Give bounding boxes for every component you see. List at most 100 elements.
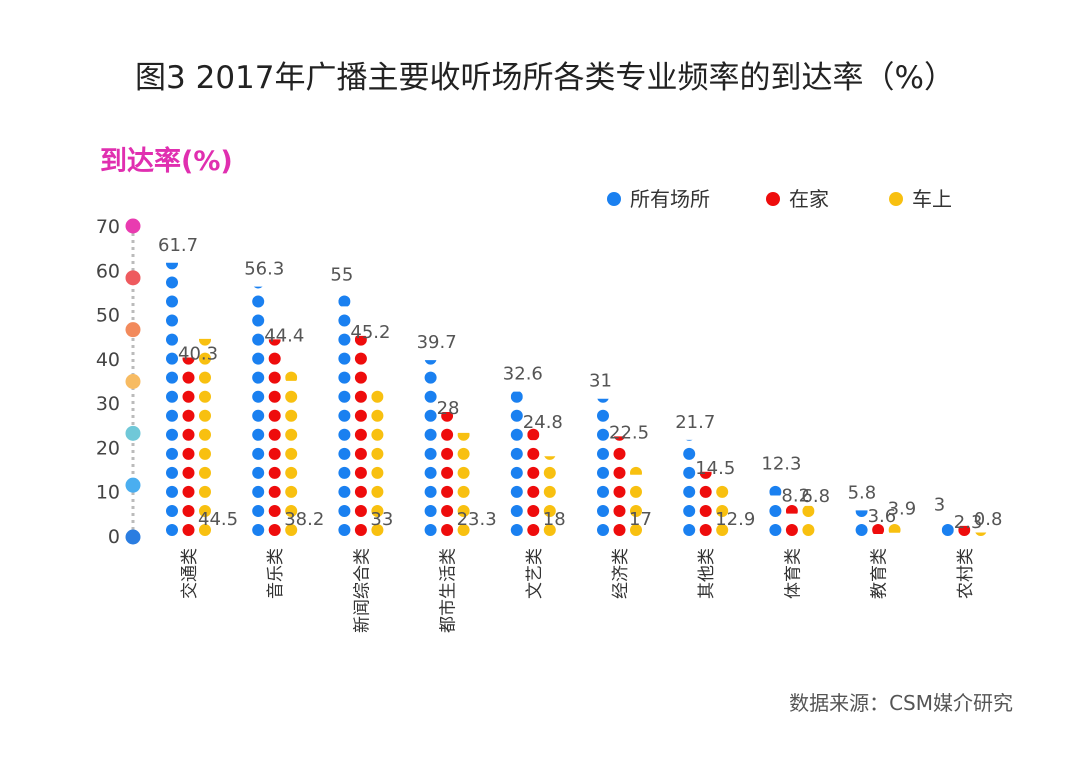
data-dot-partial: [802, 505, 815, 517]
y-axis-dot: [125, 270, 141, 286]
data-label-home: 22.5: [609, 422, 649, 443]
data-dot-partial: [253, 286, 263, 289]
data-dot: [597, 466, 609, 479]
data-dot: [630, 524, 642, 536]
data-dot: [182, 485, 195, 498]
data-dot: [182, 371, 195, 384]
data-dot-partial: [182, 357, 195, 365]
data-dot: [597, 524, 609, 536]
data-dot: [716, 524, 729, 536]
data-dot: [424, 447, 437, 460]
data-dot: [683, 504, 696, 517]
data-dot: [371, 428, 384, 441]
data-dot: [424, 390, 437, 403]
data-dot-partial: [941, 524, 954, 536]
data-label-car: 6.8: [801, 486, 830, 507]
data-dot-partial: [371, 390, 384, 403]
data-dot: [199, 409, 211, 422]
data-dot: [182, 504, 195, 517]
data-dot: [199, 447, 211, 460]
data-dot-partial: [285, 371, 298, 381]
y-tick-label: 60: [96, 260, 120, 282]
data-dot: [527, 485, 540, 498]
data-label-car: 17: [629, 509, 652, 530]
data-dot: [338, 314, 351, 327]
data-label-car: 3.9: [888, 499, 917, 520]
data-dot: [457, 504, 470, 517]
data-label-car: 23.3: [457, 509, 497, 530]
data-dot: [630, 485, 642, 498]
data-dot: [338, 485, 351, 498]
data-dot: [252, 447, 265, 460]
data-dot-partial: [630, 466, 642, 475]
data-dot: [683, 524, 696, 536]
data-dot: [457, 485, 470, 498]
data-dot: [338, 371, 351, 384]
data-label-car: 0.8: [974, 509, 1003, 530]
data-dot: [199, 428, 211, 441]
data-dot: [252, 314, 265, 327]
data-dot: [268, 390, 281, 403]
data-dot: [285, 447, 298, 460]
y-axis-dot: [125, 374, 141, 389]
x-tick-label: 其他类: [697, 548, 717, 599]
data-dot: [683, 466, 696, 479]
data-dot: [424, 524, 437, 536]
data-dot: [285, 390, 298, 403]
data-dot: [424, 428, 437, 441]
data-label-home: 44.4: [264, 325, 304, 346]
data-dot: [338, 428, 351, 441]
data-label-home: 40.3: [178, 344, 218, 365]
data-dots: [166, 262, 987, 536]
data-dot-partial: [268, 339, 281, 346]
data-dot: [354, 390, 367, 403]
data-dot: [199, 466, 211, 479]
data-label-car: 33: [370, 509, 393, 530]
data-dot: [166, 314, 178, 327]
data-dot: [285, 409, 298, 422]
data-dot: [166, 276, 178, 289]
data-dot: [683, 485, 696, 498]
data-dot: [424, 485, 437, 498]
data-dot: [199, 504, 211, 517]
data-dot: [199, 524, 211, 536]
data-dot: [597, 428, 609, 441]
data-dot-partial: [354, 335, 367, 346]
data-label-all: 61.7: [158, 235, 198, 256]
data-dot-partial: [166, 262, 178, 270]
data-label-home: 8.2: [781, 486, 810, 507]
x-tick-label: 都市生活类: [439, 548, 459, 633]
data-dot: [338, 466, 351, 479]
data-dot-partial: [888, 524, 901, 533]
data-dot: [510, 409, 523, 422]
data-dot: [543, 485, 556, 498]
data-label-car: 12.9: [715, 509, 755, 530]
data-dot: [354, 466, 367, 479]
source-note: 数据来源：CSM媒介研究: [789, 691, 1013, 715]
data-dot: [441, 447, 454, 460]
data-dot: [338, 409, 351, 422]
data-dot: [510, 504, 523, 517]
data-dot-partial: [441, 412, 454, 422]
data-dot: [769, 504, 782, 517]
x-tick-label: 体育类: [783, 548, 803, 599]
data-dot: [166, 524, 178, 536]
data-dot: [285, 524, 298, 536]
data-dot: [285, 428, 298, 441]
data-dot: [268, 409, 281, 422]
data-dot: [252, 295, 265, 308]
y-tick-label: 0: [108, 526, 120, 548]
data-dot: [268, 524, 281, 536]
y-axis-dot: [125, 322, 141, 338]
data-dot: [268, 371, 281, 384]
data-dot: [166, 409, 178, 422]
data-dot: [182, 409, 195, 422]
data-dot: [268, 428, 281, 441]
data-label-home: 2.3: [954, 512, 983, 533]
data-dot: [527, 524, 540, 536]
data-dot: [338, 447, 351, 460]
data-label-car: 44.5: [198, 509, 238, 530]
data-dot: [338, 524, 351, 536]
data-dot: [613, 485, 626, 498]
data-dot: [252, 428, 265, 441]
